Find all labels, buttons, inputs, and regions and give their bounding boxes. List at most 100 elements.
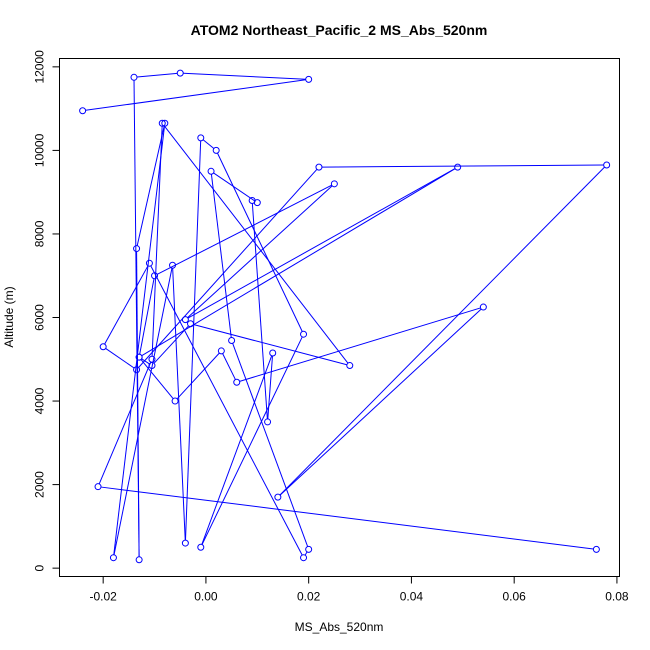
series-segment [187,168,456,319]
y-tick-label: 0 [33,564,47,571]
data-point [346,362,354,370]
series-segment [113,268,173,555]
data-point [305,75,313,83]
data-point [269,349,277,357]
series-segment [210,174,232,338]
series-segment [183,72,306,80]
series-segment [201,355,273,545]
data-point [135,353,143,361]
series-segment [104,265,149,345]
data-point [603,161,611,169]
series-segment [251,203,268,419]
data-point [133,245,141,253]
data-point [305,545,313,553]
x-tick-label: 0.02 [297,590,321,604]
data-point [187,320,195,328]
series-segment [136,72,178,78]
data-point [176,69,184,77]
series-segment [279,166,605,496]
series-segment [187,185,333,318]
y-tick-label: 12000 [33,50,47,84]
series-segment [136,126,165,246]
data-point [133,366,141,374]
series-segment [141,358,150,365]
data-point [135,556,143,564]
data-point [181,539,189,547]
data-point [454,163,462,171]
chart-title: ATOM2 Northeast_Pacific_2 MS_Abs_520nm [191,22,488,38]
data-point [228,336,236,344]
x-tick-label: 0.04 [400,590,424,604]
y-tick-label: 2000 [33,471,47,498]
series-segment [138,169,318,368]
data-point [181,316,189,324]
series-segment [163,125,349,364]
series-segment [279,308,482,496]
x-axis-label: MS_Abs_520nm [295,620,384,634]
y-axis-label: Altitude (m) [2,286,16,347]
series-segment [267,355,273,419]
plot-frame [59,58,620,577]
data-point [479,303,487,311]
data-point [171,397,179,405]
data-point [212,146,220,154]
data-point [217,347,225,355]
series-segment [201,336,303,545]
data-point [148,355,156,363]
series-segment [100,486,594,550]
data-point [197,543,205,551]
x-tick-label: 0.08 [605,590,629,604]
series-segment [176,352,220,400]
x-axis: -0.02 0.00 0.02 0.04 0.06 0.08 [89,576,629,604]
series-segment [232,343,309,547]
series-layer [79,69,611,564]
x-tick-label: 0.06 [502,590,526,604]
data-point [274,493,282,501]
series-segment [172,268,186,541]
series-segment [202,139,215,149]
data-point [169,261,177,269]
x-tick-label: -0.02 [89,590,117,604]
data-point [151,272,159,280]
data-point [264,418,272,426]
data-point [94,483,102,491]
data-point [330,180,338,188]
series-segment [217,152,303,332]
data-point [99,343,107,351]
y-tick-label: 10000 [33,133,47,167]
series-segment [141,168,456,357]
data-point [145,259,153,267]
series-segment [136,251,140,557]
series-segment [113,126,165,555]
series-segment [150,265,303,556]
series-segment [151,126,163,357]
data-point [130,73,138,81]
series-segment [193,324,348,366]
y-tick-label: 4000 [33,387,47,414]
y-axis: 0 2000 4000 6000 8000 10000 12000 [33,50,60,571]
data-point [109,554,117,562]
y-tick-label: 6000 [33,304,47,331]
data-point [253,199,261,207]
series-segment [213,172,256,202]
data-point [592,545,600,553]
data-point [158,119,166,127]
data-point [300,554,308,562]
data-point [300,330,308,338]
series-segment [105,348,135,369]
series-segment [98,361,152,485]
series-segment [222,353,236,380]
y-tick-label: 8000 [33,220,47,247]
series-segment [153,325,189,364]
series-segment [85,79,306,111]
data-point [161,119,169,127]
data-point [197,134,205,142]
data-point [207,167,215,175]
data-point [315,163,323,171]
data-point [233,378,241,386]
series-segment [304,551,308,556]
series-segment [239,307,481,382]
data-point [79,107,87,115]
series-segment [140,359,174,400]
